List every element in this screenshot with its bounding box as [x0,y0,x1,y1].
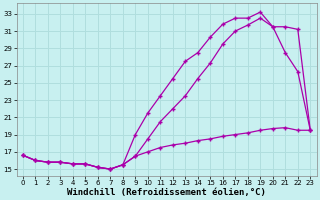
X-axis label: Windchill (Refroidissement éolien,°C): Windchill (Refroidissement éolien,°C) [67,188,266,197]
